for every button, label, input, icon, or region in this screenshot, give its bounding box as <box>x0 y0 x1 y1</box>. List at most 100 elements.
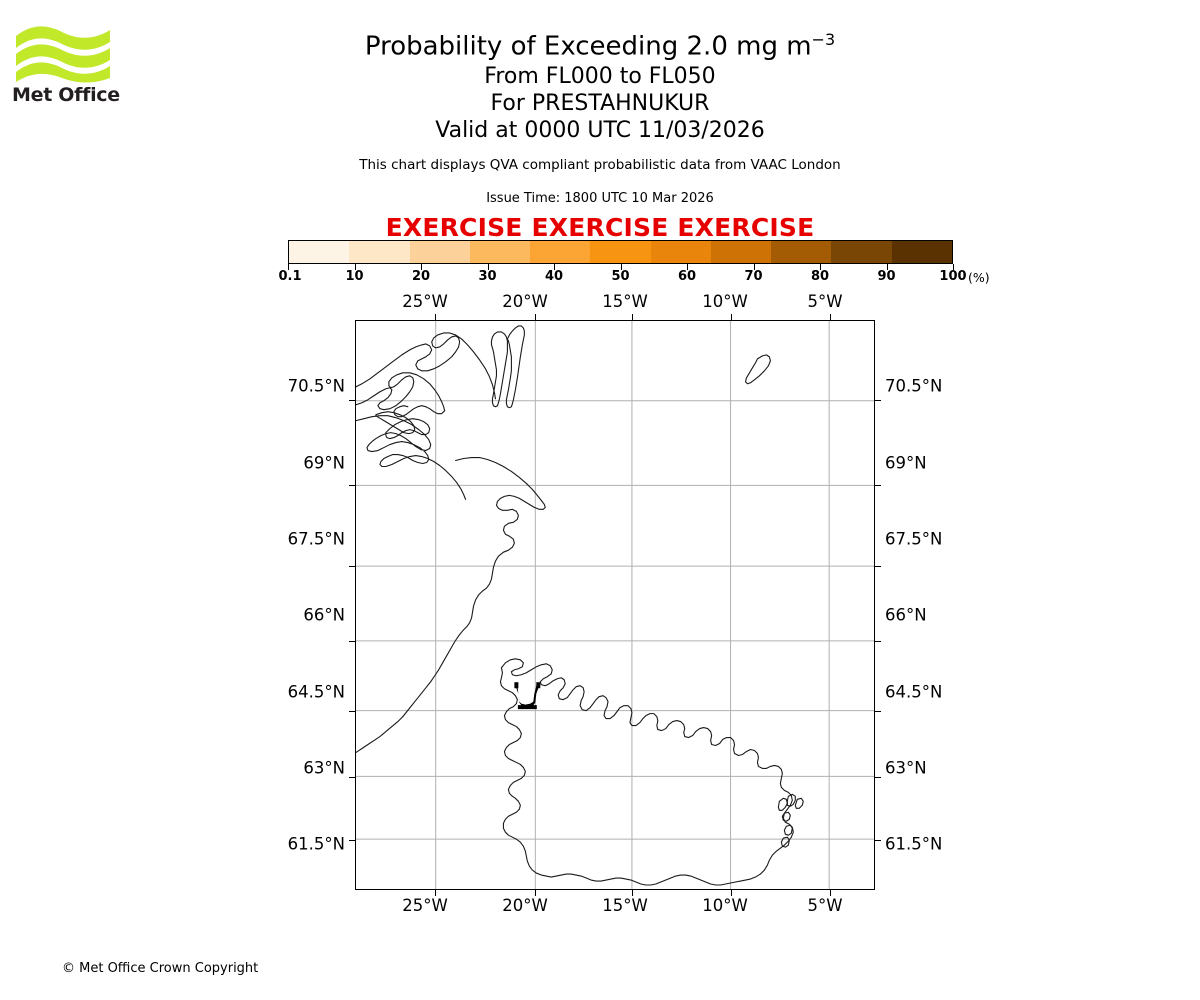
colorbar-tick-80 <box>820 264 821 270</box>
map-plot-frame <box>355 320 875 890</box>
colorbar-bands <box>288 240 953 264</box>
lat-label-right-64.5°N: 64.5°N <box>885 682 943 702</box>
coastline-faroe-islands <box>777 793 804 848</box>
colorbar-label-40: 40 <box>544 269 564 284</box>
longitude-axis-bottom: 25°W 20°W 15°W 10°W 5°W <box>355 896 875 918</box>
colorbar-band-0 <box>289 241 350 263</box>
lat-label-left-66°N: 66°N <box>303 605 345 625</box>
colorbar-band-2 <box>409 241 470 263</box>
axis-tick <box>875 777 881 778</box>
colorbar-label-90: 90 <box>877 269 896 284</box>
lat-label-left-61.5°N: 61.5°N <box>287 834 345 854</box>
subtitle-valid-time: Valid at 0000 UTC 11/03/2026 <box>435 117 765 143</box>
axis-tick <box>435 890 436 896</box>
coastline-greenland-north-peninsula <box>490 325 525 409</box>
gridlines-longitude <box>435 321 830 889</box>
lon-label-bottom-15°W: 15°W <box>602 896 648 915</box>
colorbar-tick-10 <box>354 264 356 270</box>
axis-tick <box>349 400 355 401</box>
lat-label-left-64.5°N: 64.5°N <box>287 682 345 702</box>
colorbar-unit-label: (%) <box>968 270 990 285</box>
lon-label-bottom-20°W: 20°W <box>502 896 548 915</box>
colorbar-tick-70 <box>753 264 755 270</box>
colorbar-band-4 <box>530 241 591 263</box>
colorbar-label-60: 60 <box>677 269 697 284</box>
colorbar-tick-50 <box>620 264 622 270</box>
issue-time-label: Issue Time: 1800 UTC 10 Mar 2026 <box>486 191 714 206</box>
lat-label-left-63°N: 63°N <box>303 758 345 778</box>
axis-tick <box>830 314 831 320</box>
colorbar-tick-90 <box>886 264 888 270</box>
title-exponent: −3 <box>811 30 836 49</box>
colorbar-label-100: 100 <box>939 269 967 284</box>
axis-tick <box>731 314 732 320</box>
lon-label-bottom-10°W: 10°W <box>702 896 748 915</box>
colorbar-tick-labels: 0.1 10 20 30 40 50 60 70 80 90 100 <box>278 269 966 287</box>
colorbar-band-8 <box>771 241 832 263</box>
colorbar-label-80: 80 <box>810 269 830 284</box>
copyright-notice: © Met Office Crown Copyright <box>62 961 259 976</box>
lon-label-top-20°W: 20°W <box>502 292 548 311</box>
lon-label-top-5°W: 5°W <box>807 292 843 311</box>
colorbar-tick-100 <box>953 264 954 270</box>
probability-colorbar <box>288 240 953 264</box>
colorbar-label-50: 50 <box>611 269 630 284</box>
lat-label-right-66°N: 66°N <box>885 605 927 625</box>
met-office-wordmark: Met Office <box>12 84 120 106</box>
lon-label-bottom-25°W: 25°W <box>402 896 448 915</box>
gridlines-latitude <box>356 400 874 840</box>
lat-label-left-69°N: 69°N <box>303 453 345 472</box>
colorbar-label-30: 30 <box>478 269 497 284</box>
axis-tick <box>632 314 633 320</box>
colorbar-band-9 <box>831 241 892 263</box>
colorbar-tick-40 <box>554 264 555 270</box>
colorbar-band-10 <box>891 241 952 263</box>
axis-tick <box>349 840 355 841</box>
axis-tick <box>875 566 881 567</box>
colorbar-tick-20 <box>421 264 422 270</box>
axis-tick <box>349 777 355 778</box>
lat-label-right-70.5°N: 70.5°N <box>885 376 943 396</box>
colorbar-band-7 <box>710 241 772 263</box>
axis-tick <box>349 711 355 712</box>
axis-tick <box>535 890 536 896</box>
axis-tick <box>830 890 831 896</box>
latitude-axis-right: 70.5°N 69°N 67.5°N 66°N 64.5°N 63°N 61.5°N <box>885 320 995 890</box>
colorbar-label-0.1: 0.1 <box>278 269 302 284</box>
axis-tick <box>875 711 881 712</box>
lat-label-right-67.5°N: 67.5°N <box>885 529 943 549</box>
colorbar-label-20: 20 <box>411 269 431 284</box>
axis-tick <box>875 840 881 841</box>
axis-tick <box>875 485 881 486</box>
lat-label-right-61.5°N: 61.5°N <box>885 834 943 854</box>
axis-tick <box>535 314 536 320</box>
axis-tick <box>875 641 881 642</box>
coastline-iceland <box>499 658 794 886</box>
lon-label-top-25°W: 25°W <box>402 292 448 311</box>
axis-tick <box>349 566 355 567</box>
axis-tick <box>632 890 633 896</box>
colorbar-ticks <box>288 264 954 272</box>
lon-label-top-10°W: 10°W <box>702 292 748 311</box>
axis-tick <box>349 641 355 642</box>
colorbar-tick-60 <box>687 264 688 270</box>
axis-tick <box>349 485 355 486</box>
coastline-greenland <box>356 332 546 754</box>
colorbar-band-5 <box>590 241 651 263</box>
latitude-axis-left: 70.5°N 69°N 67.5°N 66°N 64.5°N 63°N 61.5°N <box>245 320 345 890</box>
lat-label-right-69°N: 69°N <box>885 453 927 472</box>
met-office-logo: Met Office <box>12 22 132 117</box>
subtitle-volcano-name: For PRESTAHNUKUR <box>490 90 710 116</box>
colorbar-label-10: 10 <box>345 269 364 284</box>
longitude-axis-top: 25°W 20°W 15°W 10°W 5°W <box>355 292 875 314</box>
lon-label-bottom-5°W: 5°W <box>807 896 843 915</box>
colorbar-tick-30 <box>487 264 489 270</box>
colorbar-band-6 <box>650 241 711 263</box>
colorbar-band-1 <box>349 241 410 263</box>
exercise-banner: EXERCISE EXERCISE EXERCISE <box>385 213 815 242</box>
axis-tick <box>875 400 881 401</box>
volcano-marker-prestahnukur <box>514 682 541 710</box>
chart-title-block: Probability of Exceeding 2.0 mg m−3 From… <box>0 24 1200 144</box>
coastline-jan-mayen <box>744 354 771 385</box>
page-title: Probability of Exceeding 2.0 mg m−3 <box>0 24 1200 63</box>
